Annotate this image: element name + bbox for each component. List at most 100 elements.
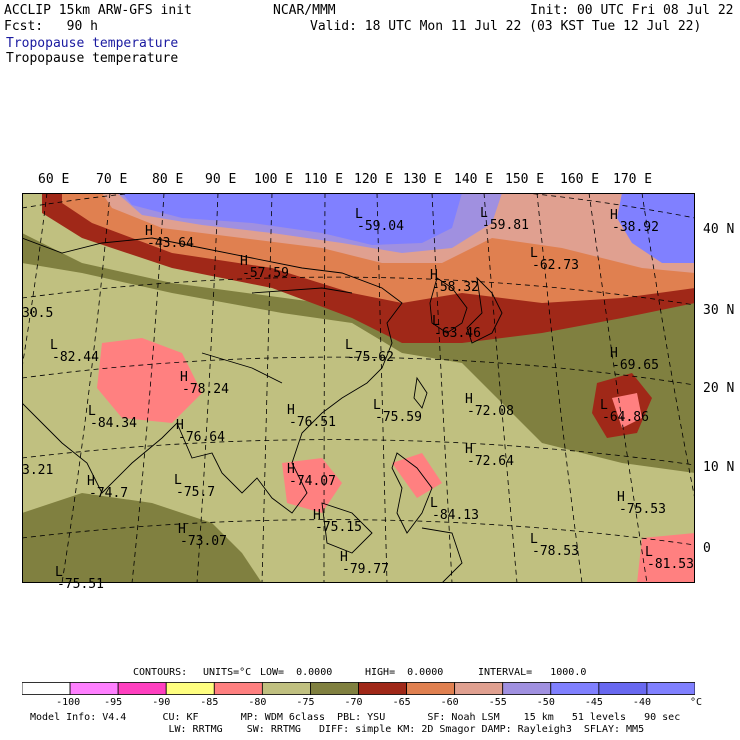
field-title-secondary: Tropopause temperature xyxy=(6,51,179,66)
high-marker: H xyxy=(617,490,625,505)
colorbar-tick-label: -85 xyxy=(200,697,219,708)
lon-label: 70 E xyxy=(96,172,128,187)
colorbar-tick-label: -100 xyxy=(56,697,81,708)
high-marker: H xyxy=(87,474,95,489)
extremum-value: -82.44 xyxy=(52,350,99,365)
map-frame xyxy=(22,193,695,583)
forecast-hour: Fcst: 90 h xyxy=(4,19,98,34)
extremum-value: -72.08 xyxy=(467,404,514,419)
lon-label: 170 E xyxy=(613,172,653,187)
valid-time: Valid: 18 UTC Mon 11 Jul 22 (03 KST Tue … xyxy=(310,19,702,34)
extremum-value: -73.07 xyxy=(180,534,227,549)
extremum-value: -74.07 xyxy=(289,474,336,489)
low-marker: L xyxy=(530,532,538,547)
extremum-value: -75.15 xyxy=(315,520,362,535)
lon-label: 120 E xyxy=(354,172,394,187)
low-marker: L xyxy=(432,314,440,329)
colorbar-swatch xyxy=(261,682,311,695)
high-marker: H xyxy=(465,392,473,407)
low-marker: L xyxy=(55,565,63,580)
center-label: NCAR/MMM xyxy=(273,3,336,18)
extremum-value: -76.51 xyxy=(289,415,336,430)
colorbar-tick-label: -55 xyxy=(488,697,507,708)
colorbar-swatch xyxy=(213,682,263,695)
high-marker: H xyxy=(313,508,321,523)
high-marker: H xyxy=(240,254,248,269)
lon-label: 140 E xyxy=(454,172,494,187)
low-marker: L xyxy=(530,246,538,261)
extremum-value: -64.86 xyxy=(602,410,649,425)
low-marker: L xyxy=(88,404,96,419)
lat-label: 0 xyxy=(703,541,711,556)
colorbar-tick-label: -90 xyxy=(152,697,171,708)
colorbar-swatch xyxy=(406,682,456,695)
low-marker: L xyxy=(50,338,58,353)
colorbar-swatch xyxy=(117,682,167,695)
low-marker: L xyxy=(645,545,653,560)
colorbar-tick-label: -95 xyxy=(104,697,123,708)
colorbar-swatch xyxy=(550,682,600,695)
colorbar-tick-label: -45 xyxy=(584,697,603,708)
extremum-value: -79.77 xyxy=(342,562,389,577)
lon-label: 160 E xyxy=(560,172,600,187)
blue-patch-ne xyxy=(617,193,695,263)
model-title: ACCLIP 15km ARW-GFS init xyxy=(4,3,192,18)
high-marker: H xyxy=(465,442,473,457)
colorbar-unit: °C xyxy=(690,697,703,708)
coastlines xyxy=(22,237,503,583)
colorbar-swatch xyxy=(502,682,552,695)
extremum-value: -59.04 xyxy=(357,219,404,234)
extremum-value: -69.65 xyxy=(612,358,659,373)
extremum-value: -76.64 xyxy=(178,430,225,445)
extremum-value: -63.46 xyxy=(434,326,481,341)
salmon-patch-se xyxy=(637,533,695,583)
colorbar-swatch xyxy=(646,682,696,695)
high-marker: H xyxy=(610,208,618,223)
lon-label: 90 E xyxy=(205,172,237,187)
high-marker: H xyxy=(340,550,348,565)
units-label: UNITS=°C xyxy=(203,667,252,678)
extremum-value: -59.81 xyxy=(482,218,529,233)
left-edge-value: 30.5 xyxy=(22,306,54,321)
colorbar-swatch xyxy=(310,682,359,695)
low-marker: L xyxy=(373,398,381,413)
extremum-value: -72.64 xyxy=(467,454,514,469)
init-time: Init: 00 UTC Fri 08 Jul 22 xyxy=(530,3,734,18)
salmon-patch-india xyxy=(97,338,202,423)
lon-label: 130 E xyxy=(403,172,443,187)
high-marker: H xyxy=(176,418,184,433)
colorbar-tick-label: -80 xyxy=(248,697,267,708)
field-title: Tropopause temperature xyxy=(6,36,179,51)
high-marker: H xyxy=(287,462,295,477)
low-marker: L xyxy=(480,206,488,221)
colorbar-swatches xyxy=(21,682,696,695)
model-info-line2: LW: RRTMG SW: RRTMG DIFF: simple KM: 2D … xyxy=(30,724,645,735)
model-info-line1: Model Info: V4.4 CU: KF MP: WDM 6class P… xyxy=(30,712,681,723)
extremum-value: -74.7 xyxy=(89,486,129,501)
low-marker: L xyxy=(345,338,353,353)
colorbar-tick-label: -40 xyxy=(632,697,651,708)
colorbar-tick-label: -65 xyxy=(392,697,411,708)
lon-label: 150 E xyxy=(505,172,545,187)
high-marker: H xyxy=(610,346,618,361)
high-marker: H xyxy=(287,403,295,418)
high-marker: H xyxy=(178,522,186,537)
low-marker: L xyxy=(174,473,182,488)
extremum-value: -78.24 xyxy=(182,382,229,397)
extremum-value: -84.13 xyxy=(432,508,479,523)
lat-label: 40 N xyxy=(703,222,735,237)
lat-label: 30 N xyxy=(703,303,735,318)
salmon-patch-phil xyxy=(392,453,442,498)
extremum-value: -75.51 xyxy=(57,577,104,592)
colorbar xyxy=(21,681,696,700)
olive-patch-sw xyxy=(22,493,262,583)
colorbar-tick-label: -70 xyxy=(344,697,363,708)
extremum-value: -78.53 xyxy=(532,544,579,559)
lon-label: 60 E xyxy=(38,172,70,187)
extremum-value: -75.53 xyxy=(619,502,666,517)
olive-band xyxy=(22,233,695,473)
lon-label: 100 E xyxy=(254,172,294,187)
colorbar-swatch xyxy=(454,682,504,695)
colorbar-swatch xyxy=(598,682,648,695)
extremum-value: -75.59 xyxy=(375,410,422,425)
